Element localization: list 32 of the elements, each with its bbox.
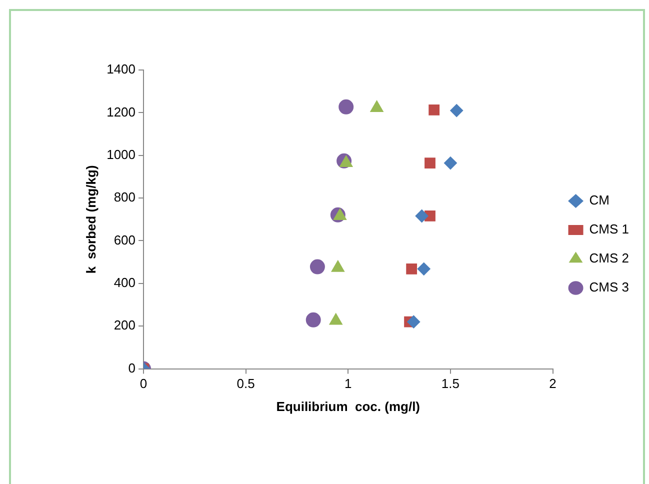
point <box>415 209 428 222</box>
y-axis-title: k sorbed (mg/kg) <box>83 165 98 274</box>
point <box>310 259 325 274</box>
x-tick-label: 1.5 <box>441 376 460 392</box>
point <box>444 156 457 170</box>
legend-label: CM <box>589 192 610 208</box>
point <box>338 99 354 114</box>
y-tick-label: 1400 <box>106 62 136 77</box>
point <box>424 158 436 169</box>
point <box>417 262 430 276</box>
point <box>329 313 342 325</box>
x-axis-title: Equilibrium coc. (mg/l) <box>276 398 420 414</box>
x-tick-label: 2 <box>549 376 556 392</box>
x-tick-label: 0 <box>140 376 148 392</box>
y-tick-label: 1000 <box>106 146 136 162</box>
x-tick-label: 0.5 <box>236 376 255 392</box>
point <box>340 156 353 168</box>
y-tick-label: 0 <box>128 360 136 376</box>
point <box>406 263 418 274</box>
y-tick-label: 600 <box>114 232 136 248</box>
point <box>407 315 420 328</box>
legend-label: CMS 1 <box>589 222 630 237</box>
y-tick-label: 400 <box>114 275 136 290</box>
point <box>450 104 464 118</box>
point <box>428 104 440 116</box>
y-tick-label: 800 <box>114 190 136 205</box>
y-tick-label: 200 <box>114 318 136 333</box>
x-tick-label: 1 <box>344 376 352 392</box>
legend-label: CMS 2 <box>589 250 630 266</box>
legend-label: CMS 3 <box>589 280 630 295</box>
y-tick-label: 1200 <box>106 104 136 120</box>
point <box>306 312 321 328</box>
